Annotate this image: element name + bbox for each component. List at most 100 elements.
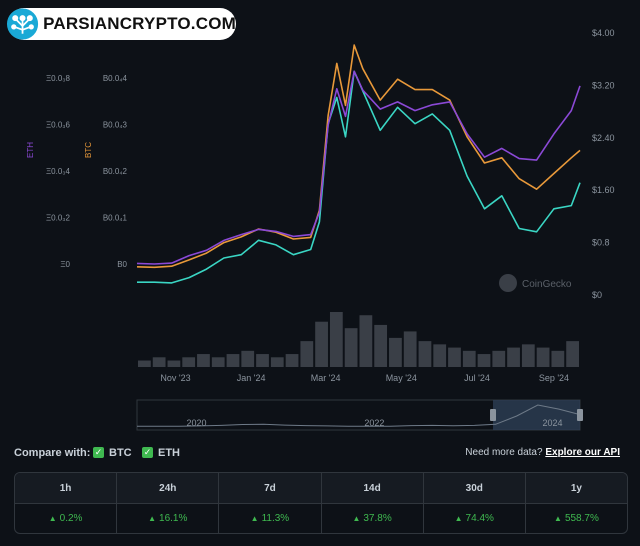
value-1h-text: 0.2%	[59, 513, 83, 524]
x-tick-label: Nov '23	[160, 373, 190, 383]
volume-bar	[138, 360, 151, 367]
volume-bar	[507, 347, 520, 367]
btc-checkbox-label[interactable]: BTC	[109, 447, 132, 459]
api-prompt: Need more data? Explore our API	[465, 447, 620, 458]
usd-tick-label: $2.40	[592, 133, 615, 143]
volume-bar	[182, 357, 196, 367]
volume-bars	[138, 312, 579, 367]
header-1y: 1y	[570, 482, 582, 494]
navigator-right-handle	[577, 409, 583, 421]
volume-bar	[211, 357, 225, 367]
up-arrow-icon: ▲	[148, 514, 157, 523]
eth-tick-label: Ξ0.0₃4	[46, 167, 71, 176]
volume-bar	[477, 354, 491, 367]
usd-tick-label: $3.20	[592, 80, 615, 90]
usd-tick-label: $0.8	[592, 238, 610, 248]
volume-bar	[256, 354, 269, 367]
up-arrow-icon: ▲	[554, 514, 562, 523]
usd-tick-label: $4.00	[592, 28, 615, 38]
watermark-text: CoinGecko	[522, 279, 572, 290]
series-line-eth	[136, 70, 581, 265]
volume-bar	[566, 341, 579, 367]
coingecko-watermark: CoinGecko	[499, 274, 572, 292]
volume-bar	[374, 324, 388, 367]
x-tick-label: May '24	[386, 373, 417, 383]
btc-tick-label: B0.0₄1	[103, 214, 128, 223]
value-14d-text: 37.8%	[363, 513, 392, 524]
volume-bar	[329, 312, 343, 367]
up-arrow-icon: ▲	[250, 514, 259, 523]
eth-tick-label: Ξ0	[60, 260, 70, 269]
performance-header-row: 1h 24h 7d 14d 30d 1y	[15, 473, 627, 504]
eth-checkbox-label[interactable]: ETH	[158, 447, 180, 459]
up-arrow-icon: ▲	[454, 514, 463, 523]
btc-axis-title: BTC	[84, 142, 93, 158]
navigator-year-label: 2022	[364, 418, 384, 428]
brand-tree-icon	[6, 8, 39, 40]
volume-bar	[521, 344, 535, 367]
eth-tick-label: Ξ0.0₃8	[46, 74, 71, 83]
eth-checkbox[interactable]: ✓	[142, 447, 153, 458]
btc-tick-label: B0	[117, 260, 127, 269]
volume-bar	[167, 360, 181, 367]
value-1h: ▲ 0.2%	[15, 504, 118, 533]
volume-bar	[270, 357, 284, 367]
performance-table: 1h 24h 7d 14d 30d 1y ▲ 0.2% ▲ 16.1% ▲ 11.3%…	[14, 472, 628, 534]
volume-bar	[403, 331, 417, 367]
usd-tick-label: $0	[592, 290, 602, 300]
eth-tick-label: Ξ0.0₃6	[46, 121, 71, 130]
value-1y: ▲ 558.7%	[526, 504, 627, 533]
volume-bar	[285, 354, 299, 367]
btc-tick-label: B0.0₄4	[103, 74, 128, 83]
up-arrow-icon: ▲	[352, 514, 361, 523]
compare-bar: Compare with: ✓ BTC ✓ ETH Need more data…	[14, 446, 626, 462]
btc-tick-label: B0.0₄3	[103, 121, 128, 130]
value-30d-text: 74.4%	[465, 513, 494, 524]
btc-tick-label: B0.0₄2	[103, 167, 128, 176]
navigator-line	[137, 404, 581, 427]
navigator-year-label: 2020	[186, 418, 206, 428]
brand-name: PARSIANCRYPTO.COM	[43, 14, 236, 33]
eth-axis-title: ETH	[26, 142, 35, 158]
navigator-year-label: 2024	[542, 418, 562, 428]
header-30d: 30d	[424, 473, 526, 503]
brand-logo[interactable]: PARSIANCRYPTO.COM	[6, 8, 236, 40]
value-7d: ▲ 11.3%	[219, 504, 322, 533]
volume-bar	[433, 344, 447, 367]
value-1y-text: 558.7%	[564, 513, 599, 524]
coingecko-logo-icon	[499, 274, 517, 292]
volume-bar	[536, 347, 550, 367]
volume-bar	[241, 350, 255, 367]
volume-bar	[448, 347, 461, 367]
volume-bar	[315, 321, 328, 367]
compare-label: Compare with:	[14, 447, 91, 459]
usd-tick-label: $1.60	[592, 185, 615, 195]
price-chart[interactable]: $0 $0.8 $1.60 $2.40 $3.20 $4.00 Ξ0 Ξ0.0₃2 Ξ0.0₃4…	[0, 0, 640, 440]
series-line-token	[137, 70, 581, 284]
volume-bar	[197, 354, 210, 367]
explore-api-link[interactable]: Explore our API	[545, 447, 620, 458]
performance-value-row: ▲ 0.2% ▲ 16.1% ▲ 11.3% ▲ 37.8% ▲ 74.4% ▲ 558.7…	[15, 504, 627, 533]
x-tick-label: Jul '24	[464, 373, 490, 383]
volume-bar	[344, 328, 358, 367]
value-14d: ▲ 37.8%	[322, 504, 424, 533]
price-lines	[136, 44, 581, 284]
volume-bar	[418, 341, 432, 367]
header-24h: 24h	[117, 473, 220, 503]
x-tick-label: Sep '24	[539, 373, 569, 383]
value-7d-text: 11.3%	[261, 513, 290, 524]
up-arrow-icon: ▲	[48, 514, 57, 523]
x-tick-label: Mar '24	[311, 373, 341, 383]
range-navigator[interactable]: 2020 2022 2024	[136, 399, 583, 431]
volume-bar	[492, 350, 506, 367]
volume-bar	[551, 350, 565, 367]
axes: $0 $0.8 $1.60 $2.40 $3.20 $4.00 Ξ0 Ξ0.0₃2 Ξ0.0₃4…	[26, 28, 615, 383]
btc-checkbox[interactable]: ✓	[93, 447, 104, 458]
navigator-left-handle	[490, 409, 497, 421]
volume-bar	[152, 357, 166, 367]
navigator-selection	[493, 400, 580, 430]
volume-bar	[359, 315, 373, 367]
api-prompt-text: Need more data?	[465, 447, 543, 458]
value-24h: ▲ 16.1%	[117, 504, 220, 533]
volume-bar	[389, 337, 402, 367]
